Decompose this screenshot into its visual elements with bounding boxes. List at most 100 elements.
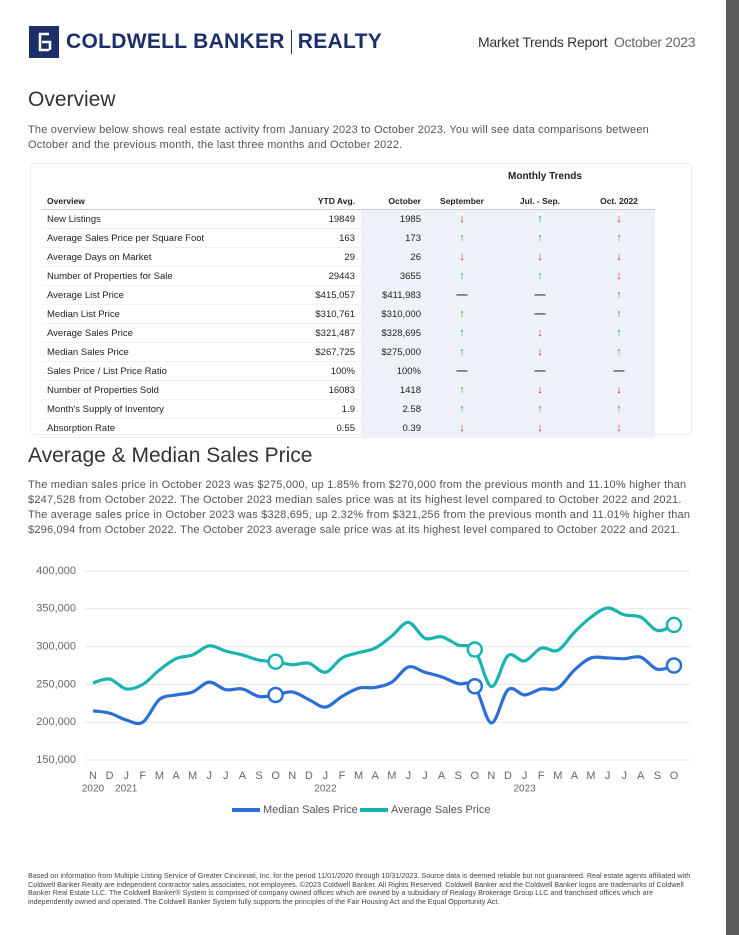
table-cell: 1418 (361, 380, 427, 400)
y-tick-label: 400,000 (36, 565, 76, 577)
table-cell: 0.39 (361, 418, 427, 438)
trend-cell: — (427, 361, 497, 381)
trend-cell: ↑ (427, 304, 497, 324)
x-tick-label: N (288, 770, 296, 782)
x-year-label: 2023 (513, 784, 536, 795)
report-date: October 2023 (614, 34, 696, 50)
x-tick-label: M (354, 770, 363, 782)
x-tick-label: A (438, 770, 446, 782)
table-row: Number of Properties for Sale 29443 3655 ↑ ↑… (41, 266, 655, 286)
trend-cell: ↑ (427, 228, 497, 248)
trend-cell: — (427, 285, 497, 305)
brand-name: COLDWELL BANKER (66, 30, 285, 53)
column-header: September (427, 192, 497, 210)
column-header: Overview (41, 192, 301, 210)
trend-cell: ↑ (427, 399, 497, 419)
trend-cell: ↓ (583, 266, 655, 286)
table-cell: $328,695 (361, 323, 427, 343)
table-cell: $321,487 (301, 323, 361, 343)
table-cell: 1.9 (301, 399, 361, 419)
table-row: Average Sales Price $321,487 $328,695 ↑ ↓ ↑ (41, 323, 655, 343)
y-tick-label: 250,000 (36, 678, 76, 690)
x-tick-label: S (455, 770, 462, 782)
series-line (92, 655, 675, 726)
table-cell: $415,057 (301, 285, 361, 305)
point-marker (466, 641, 484, 658)
trend-cell: ↓ (497, 323, 583, 343)
table-cell: Absorption Rate (41, 418, 301, 438)
x-tick-label: O (471, 770, 480, 782)
x-tick-label: J (406, 770, 412, 782)
table-cell: 100% (301, 361, 361, 381)
x-tick-label: F (339, 770, 346, 782)
x-year-label: 2020 (82, 784, 105, 795)
legend-label: Median Sales Price (263, 804, 358, 816)
table-row: Average Days on Market 29 26 ↓ ↓ ↓ (41, 247, 655, 267)
x-tick-label: A (239, 770, 247, 782)
legend-label: Average Sales Price (391, 804, 490, 816)
trend-cell: ↑ (583, 323, 655, 343)
x-tick-label: S (654, 770, 661, 782)
brand: COLDWELL BANKER REALTY (66, 30, 382, 55)
table-row: Absorption Rate 0.55 0.39 ↓ ↓ ↓ (41, 418, 655, 438)
table-cell: 29 (301, 247, 361, 267)
x-tick-label: A (172, 770, 180, 782)
trend-cell: ↑ (583, 342, 655, 362)
x-tick-label: M (188, 770, 197, 782)
x-tick-label: O (271, 770, 280, 782)
table-cell: 19849 (301, 209, 361, 229)
table-cell: 16083 (301, 380, 361, 400)
trend-cell: ↓ (583, 209, 655, 229)
table-cell: 26 (361, 247, 427, 267)
table-row: New Listings 19849 1985 ↓ ↑ ↓ (41, 209, 655, 229)
trend-cell: ↓ (497, 247, 583, 267)
table-cell: Average List Price (41, 285, 301, 305)
trend-cell: ↓ (583, 418, 655, 438)
trend-cell: ↑ (427, 323, 497, 343)
x-tick-label: M (586, 770, 595, 782)
x-tick-label: J (422, 770, 428, 782)
trend-cell: ↓ (427, 247, 497, 267)
table-row: Number of Properties Sold 16083 1418 ↑ ↓ ↓ (41, 380, 655, 400)
trend-cell: — (583, 361, 655, 381)
table-row: Month's Supply of Inventory 1.9 2.58 ↑ ↑ ↑ (41, 399, 655, 419)
x-tick-label: M (553, 770, 562, 782)
x-tick-label: J (605, 770, 611, 782)
y-tick-label: 350,000 (36, 603, 76, 615)
x-tick-label: F (139, 770, 146, 782)
table-cell: Average Days on Market (41, 247, 301, 267)
x-tick-label: J (323, 770, 329, 782)
table-cell: Month's Supply of Inventory (41, 399, 301, 419)
trend-cell: ↑ (497, 209, 583, 229)
trend-cell: ↑ (427, 380, 497, 400)
table-cell: 29443 (301, 266, 361, 286)
x-tick-label: F (538, 770, 545, 782)
table-cell: 1985 (361, 209, 427, 229)
table-cell: $267,725 (301, 342, 361, 362)
x-tick-label: J (621, 770, 627, 782)
table-cell: New Listings (41, 209, 301, 229)
section-title: Overview (28, 88, 116, 111)
trend-cell: ↓ (427, 209, 497, 229)
column-header: Jul. - Sep. (497, 192, 583, 210)
x-tick-label: O (670, 770, 679, 782)
x-tick-label: J (123, 770, 129, 782)
trend-cell: ↑ (427, 266, 497, 286)
table-cell: Average Sales Price per Square Foot (41, 228, 301, 248)
trend-cell: ↓ (427, 418, 497, 438)
column-header: Oct. 2022 (583, 192, 655, 210)
x-tick-label: A (571, 770, 579, 782)
trend-cell: ↑ (427, 342, 497, 362)
x-tick-label: M (387, 770, 396, 782)
x-tick-label: M (155, 770, 164, 782)
trend-cell: ↑ (583, 399, 655, 419)
group-header: Monthly Trends (508, 171, 582, 182)
trend-cell: ↓ (497, 342, 583, 362)
point-marker (466, 678, 484, 695)
trend-cell: — (497, 285, 583, 305)
point-marker (665, 657, 683, 674)
chart-description: The median sales price in October 2023 w… (28, 479, 691, 536)
table-cell: $275,000 (361, 342, 427, 362)
table-cell: 173 (361, 228, 427, 248)
